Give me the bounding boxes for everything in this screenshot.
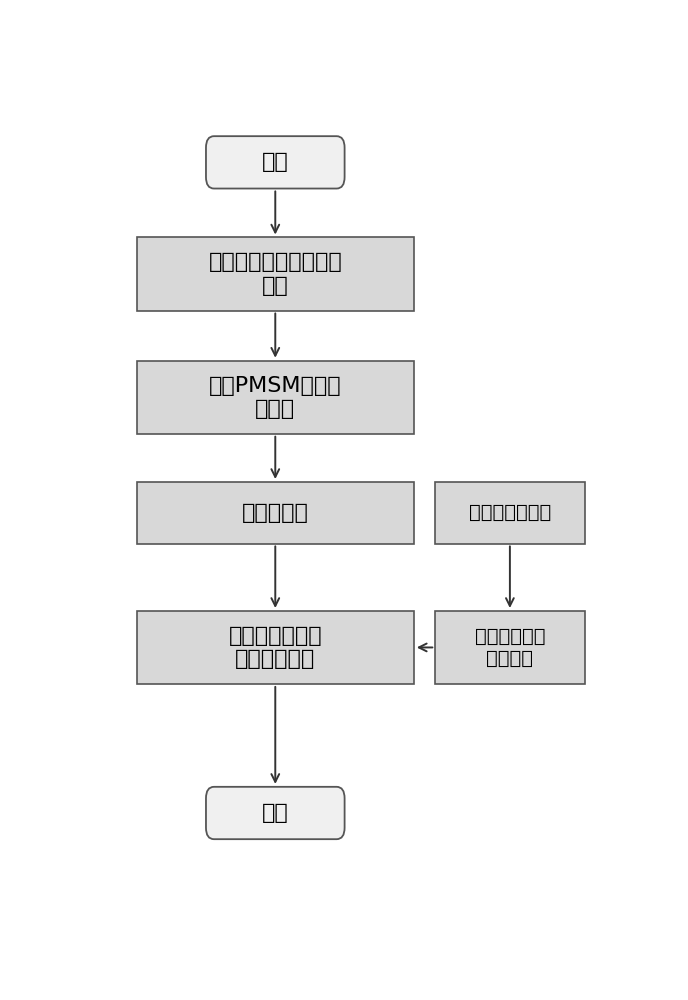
FancyBboxPatch shape	[137, 237, 414, 311]
FancyBboxPatch shape	[436, 611, 585, 684]
Text: 开始: 开始	[262, 152, 289, 172]
FancyBboxPatch shape	[206, 787, 345, 839]
FancyBboxPatch shape	[137, 611, 414, 684]
Text: 设计干扰观测器: 设计干扰观测器	[469, 503, 551, 522]
Text: 设计自适应变速指数趋
近律: 设计自适应变速指数趋 近律	[208, 252, 342, 296]
Text: 负载及参数扰
动观测值: 负载及参数扰 动观测值	[475, 627, 545, 668]
Text: 设计滑模面: 设计滑模面	[242, 503, 309, 523]
Text: 结束: 结束	[262, 803, 289, 823]
FancyBboxPatch shape	[137, 482, 414, 544]
FancyBboxPatch shape	[137, 361, 414, 434]
FancyBboxPatch shape	[436, 482, 585, 544]
FancyBboxPatch shape	[206, 136, 345, 189]
Text: 自适应非奇异终
端滑模控制器: 自适应非奇异终 端滑模控制器	[228, 626, 322, 669]
Text: 选取PMSM系统状
态变量: 选取PMSM系统状 态变量	[209, 376, 342, 419]
